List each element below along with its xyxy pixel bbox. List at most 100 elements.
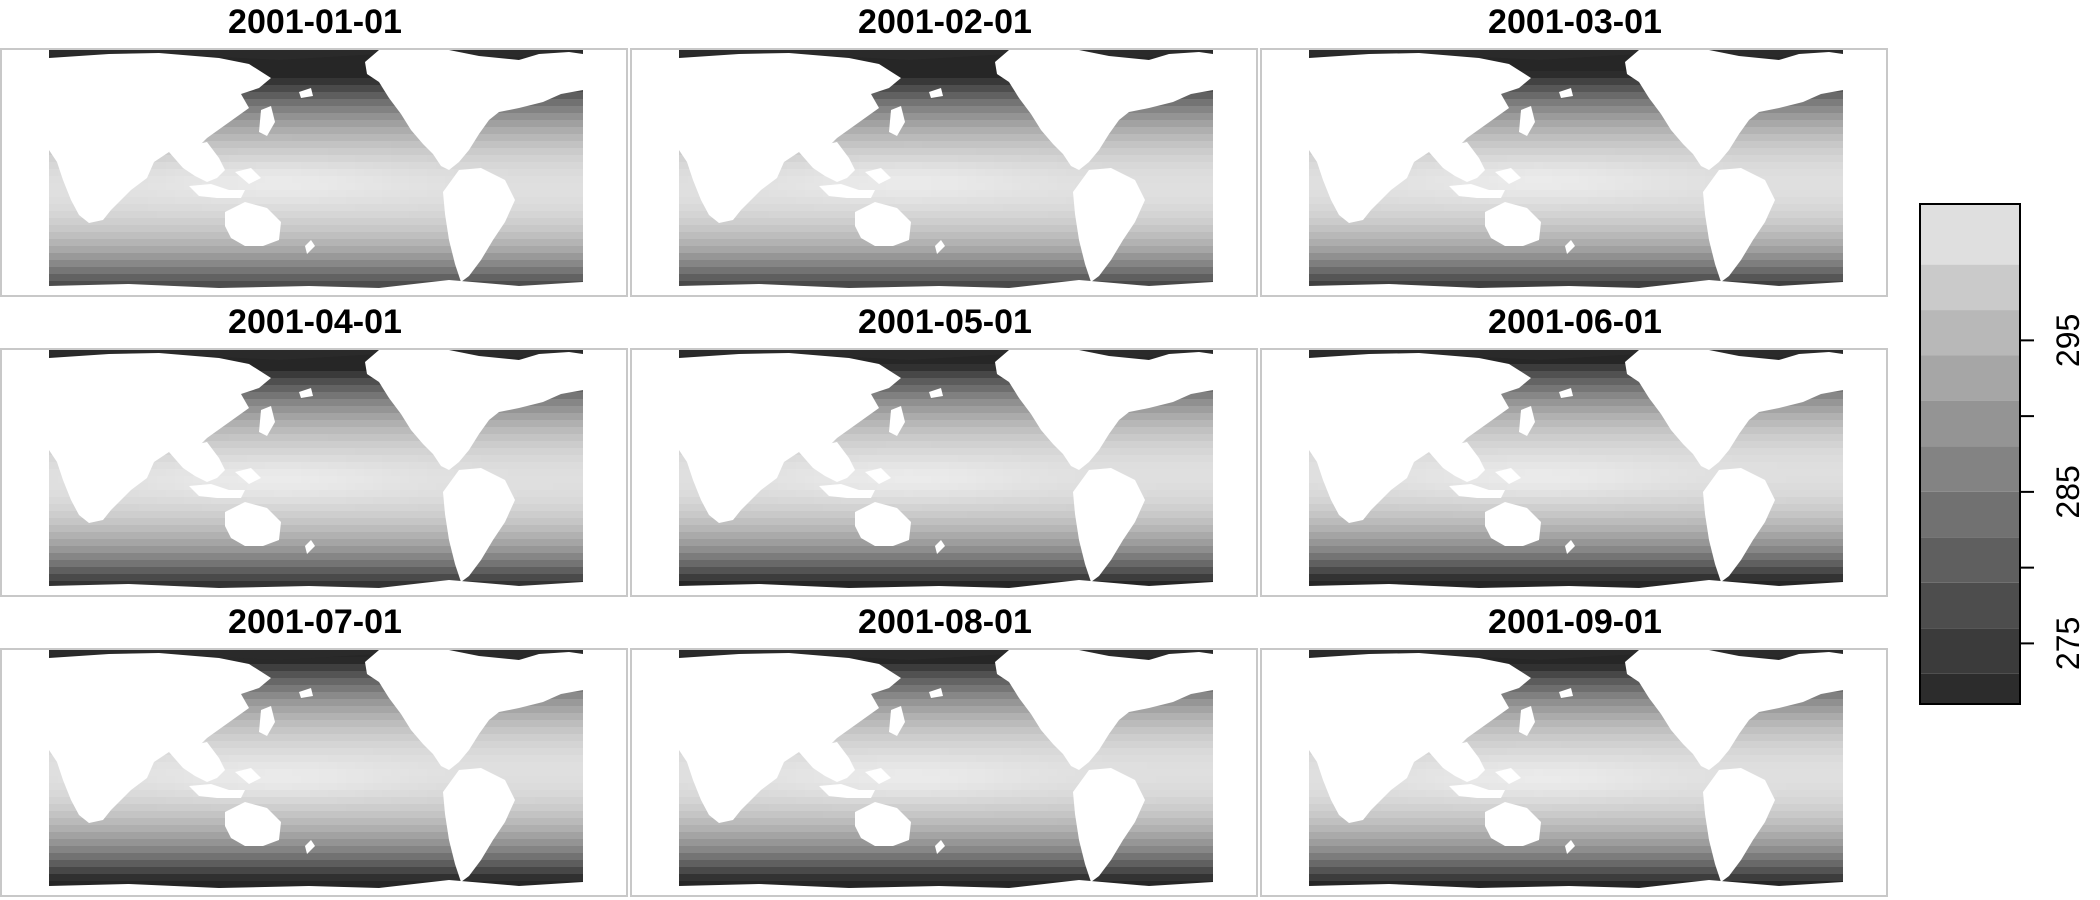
sst-map	[679, 350, 1213, 595]
legend-swatch	[1920, 264, 2020, 311]
panel-title: 2001-07-01	[228, 603, 402, 641]
land-mask	[1519, 106, 1535, 136]
land-mask	[89, 734, 99, 742]
land-mask	[305, 540, 315, 554]
land-mask	[1073, 768, 1145, 882]
land-mask	[889, 106, 905, 136]
land-mask	[1309, 653, 1531, 823]
legend-swatch	[1920, 204, 2020, 265]
land-mask	[189, 484, 245, 498]
land-mask	[713, 106, 725, 116]
land-mask	[189, 184, 245, 198]
land-mask	[679, 880, 1213, 895]
land-mask	[679, 353, 901, 523]
land-mask	[169, 742, 225, 782]
land-mask	[169, 442, 225, 482]
land-mask	[855, 802, 911, 846]
land-mask	[935, 540, 945, 554]
land-mask	[1779, 356, 1839, 386]
panel-title: 2001-03-01	[1488, 3, 1662, 41]
legend-tick-label: 295	[2050, 314, 2086, 367]
land-mask	[1343, 106, 1355, 116]
sst-map	[49, 350, 583, 595]
land-mask	[365, 350, 583, 470]
legend-swatch	[1920, 582, 2020, 629]
land-mask	[799, 742, 855, 782]
map-panel	[630, 348, 1258, 597]
land-mask	[225, 802, 281, 846]
land-mask	[169, 142, 225, 182]
legend-swatch	[1920, 400, 2020, 447]
land-mask	[299, 88, 313, 98]
land-mask	[83, 406, 95, 416]
panel-title: 2001-09-01	[1488, 603, 1662, 641]
map-panel	[1260, 648, 1888, 897]
sst-map	[49, 650, 583, 895]
map-panel	[1260, 48, 1888, 297]
land-mask	[1565, 240, 1575, 254]
land-mask	[1559, 88, 1573, 98]
land-mask	[225, 202, 281, 246]
panel-title: 2001-08-01	[858, 603, 1032, 641]
land-mask	[1495, 468, 1521, 484]
land-mask	[1429, 442, 1485, 482]
land-mask	[799, 142, 855, 182]
land-mask	[719, 134, 729, 142]
sst-map	[1309, 350, 1843, 595]
color-legend: 275 285 295	[1919, 203, 2086, 705]
sst-map	[679, 650, 1213, 895]
map-panel	[0, 348, 628, 597]
land-mask	[719, 434, 729, 442]
land-mask	[929, 688, 943, 698]
legend-swatch	[1920, 628, 2020, 674]
sst-map	[1309, 650, 1843, 895]
land-mask	[995, 50, 1213, 170]
land-mask	[1559, 388, 1573, 398]
land-mask	[819, 484, 875, 498]
land-mask	[299, 688, 313, 698]
land-mask	[49, 580, 583, 595]
land-mask	[1073, 468, 1145, 582]
land-mask	[1625, 50, 1843, 170]
land-mask	[49, 353, 271, 523]
map-panel	[1260, 348, 1888, 597]
land-mask	[1495, 168, 1521, 184]
land-mask	[1703, 168, 1775, 282]
land-mask	[1149, 356, 1209, 386]
land-mask	[679, 580, 1213, 595]
legend-tick-label: 275	[2050, 617, 2086, 670]
land-mask	[865, 468, 891, 484]
land-mask	[83, 106, 95, 116]
land-mask	[889, 406, 905, 436]
panel-title: 2001-04-01	[228, 303, 402, 341]
land-mask	[995, 350, 1213, 470]
land-mask	[1449, 184, 1505, 198]
legend-swatch	[1920, 355, 2020, 401]
land-mask	[49, 280, 583, 295]
land-mask	[83, 706, 95, 716]
land-mask	[1495, 768, 1521, 784]
land-mask	[443, 468, 515, 582]
land-mask	[995, 650, 1213, 770]
land-mask	[259, 406, 275, 436]
panel-title: 2001-02-01	[858, 3, 1032, 41]
land-mask	[89, 134, 99, 142]
land-mask	[799, 442, 855, 482]
land-mask	[719, 734, 729, 742]
land-mask	[889, 706, 905, 736]
legend-swatch	[1920, 310, 2020, 356]
map-panel	[0, 48, 628, 297]
land-mask	[519, 356, 579, 386]
land-mask	[1449, 784, 1505, 798]
land-mask	[1449, 484, 1505, 498]
map-panel	[0, 648, 628, 897]
land-mask	[235, 768, 261, 784]
land-mask	[1485, 202, 1541, 246]
land-mask	[189, 784, 245, 798]
legend-swatch	[1920, 673, 2020, 704]
land-mask	[259, 706, 275, 736]
land-mask	[1485, 502, 1541, 546]
land-mask	[1565, 540, 1575, 554]
land-mask	[1309, 53, 1531, 223]
land-mask	[935, 840, 945, 854]
